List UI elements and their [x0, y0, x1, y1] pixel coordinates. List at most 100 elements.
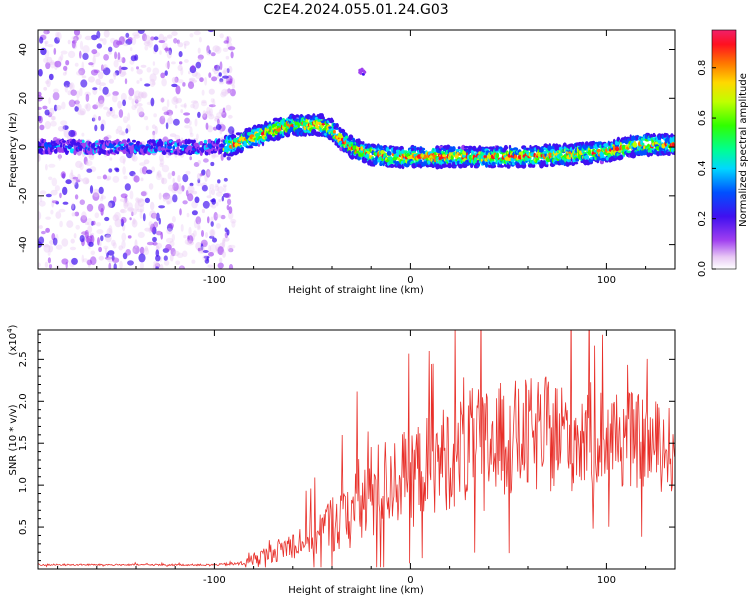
- noise-speckle: [101, 64, 104, 72]
- noise-speckle: [71, 203, 76, 211]
- noise-speckle: [208, 252, 214, 257]
- noise-speckle: [177, 79, 184, 84]
- ridge-cell: [573, 161, 579, 165]
- noise-speckle: [177, 64, 183, 71]
- noise-speckle: [54, 185, 61, 192]
- ridge-cell: [596, 149, 602, 153]
- noise-speckle: [171, 233, 175, 242]
- noise-speckle: [175, 98, 179, 104]
- noise-speckle: [225, 55, 230, 60]
- spectrogram-y-tick-label: 0: [18, 144, 29, 150]
- noise-speckle: [222, 70, 227, 74]
- noise-speckle: [209, 235, 215, 239]
- noise-speckle: [60, 53, 64, 61]
- ridge-cell: [348, 134, 354, 141]
- noise-speckle: [86, 218, 93, 226]
- colorbar-ticks: 0.0 0.2 0.4 0.6 0.8: [697, 60, 716, 277]
- ridge-cell: [441, 163, 447, 168]
- noise-speckle: [218, 199, 222, 203]
- ridge-cell: [345, 135, 349, 140]
- noise-speckle: [112, 91, 119, 96]
- noise-speckle: [99, 241, 102, 247]
- noise-speckle: [196, 133, 199, 140]
- noise-speckle: [112, 39, 120, 48]
- noise-speckle: [89, 185, 94, 194]
- ridge-cell: [421, 147, 426, 151]
- noise-speckle: [68, 129, 76, 138]
- noise-speckle: [78, 67, 86, 76]
- noise-speckle: [58, 208, 66, 213]
- noise-speckle: [157, 170, 162, 178]
- noise-speckle: [143, 247, 150, 255]
- noise-speckle: [82, 258, 89, 263]
- noise-speckle: [166, 99, 170, 108]
- ridge-cell: [180, 151, 184, 155]
- ridge-cell: [456, 151, 460, 158]
- noise-speckle: [91, 117, 96, 122]
- noise-speckle: [44, 261, 49, 268]
- noise-speckle: [151, 124, 156, 129]
- noise-speckle: [103, 245, 109, 250]
- ridge-cell: [503, 146, 509, 150]
- noise-speckle: [159, 162, 164, 168]
- colorbar-tick-label: 0.4: [697, 160, 708, 176]
- noise-speckle: [184, 117, 191, 124]
- ridge-cell: [600, 157, 606, 162]
- noise-speckle: [226, 68, 230, 73]
- noise-speckle: [160, 97, 165, 103]
- noise-speckle: [175, 85, 181, 95]
- noise-speckle: [107, 202, 113, 209]
- noise-speckle: [170, 247, 176, 257]
- noise-speckle: [205, 256, 209, 261]
- noise-speckle: [95, 78, 101, 86]
- noise-speckle: [179, 208, 182, 216]
- noise-speckle: [119, 65, 122, 74]
- noise-speckle: [48, 264, 53, 269]
- noise-speckle: [61, 238, 69, 247]
- noise-speckle: [207, 125, 214, 133]
- noise-speckle: [161, 78, 167, 87]
- noise-speckle: [117, 52, 121, 61]
- noise-speckle: [151, 212, 158, 219]
- noise-speckle: [54, 37, 60, 44]
- noise-speckle: [165, 61, 171, 69]
- noise-speckle: [179, 61, 183, 65]
- noise-speckle: [108, 200, 116, 208]
- ridge-cell: [603, 143, 609, 148]
- noise-speckle: [205, 232, 208, 238]
- spectrogram-x-tick-label: 100: [597, 275, 616, 286]
- noise-speckle: [212, 237, 217, 243]
- noise-speckle: [123, 201, 128, 209]
- noise-speckle: [144, 227, 151, 232]
- ridge-cell: [65, 150, 69, 156]
- noise-speckle: [131, 219, 138, 228]
- noise-speckle: [161, 106, 169, 112]
- noise-speckle: [86, 203, 94, 212]
- ridge-cell: [116, 150, 120, 155]
- noise-speckle: [120, 216, 127, 224]
- noise-speckle: [51, 177, 58, 187]
- noise-speckle: [214, 46, 222, 54]
- ridge-cell: [108, 140, 111, 144]
- noise-speckle: [113, 196, 117, 203]
- noise-speckle: [55, 211, 62, 219]
- noise-speckle: [189, 132, 194, 138]
- ridge-cell: [363, 70, 367, 74]
- noise-speckle: [205, 168, 211, 178]
- noise-speckle: [74, 181, 79, 190]
- noise-speckle: [220, 91, 227, 98]
- ridge-cell: [499, 165, 505, 168]
- noise-speckle: [197, 159, 202, 165]
- ridge-cell: [359, 71, 363, 75]
- noise-speckle: [211, 154, 219, 158]
- noise-speckle: [90, 250, 96, 256]
- noise-speckle: [97, 71, 104, 80]
- ridge-cell: [584, 154, 590, 161]
- noise-speckle: [80, 215, 88, 224]
- noise-speckle: [100, 195, 106, 200]
- noise-speckle: [155, 255, 161, 262]
- noise-speckle: [67, 39, 71, 45]
- noise-speckle: [200, 243, 204, 251]
- noise-speckle: [221, 88, 229, 96]
- noise-speckle: [121, 57, 126, 64]
